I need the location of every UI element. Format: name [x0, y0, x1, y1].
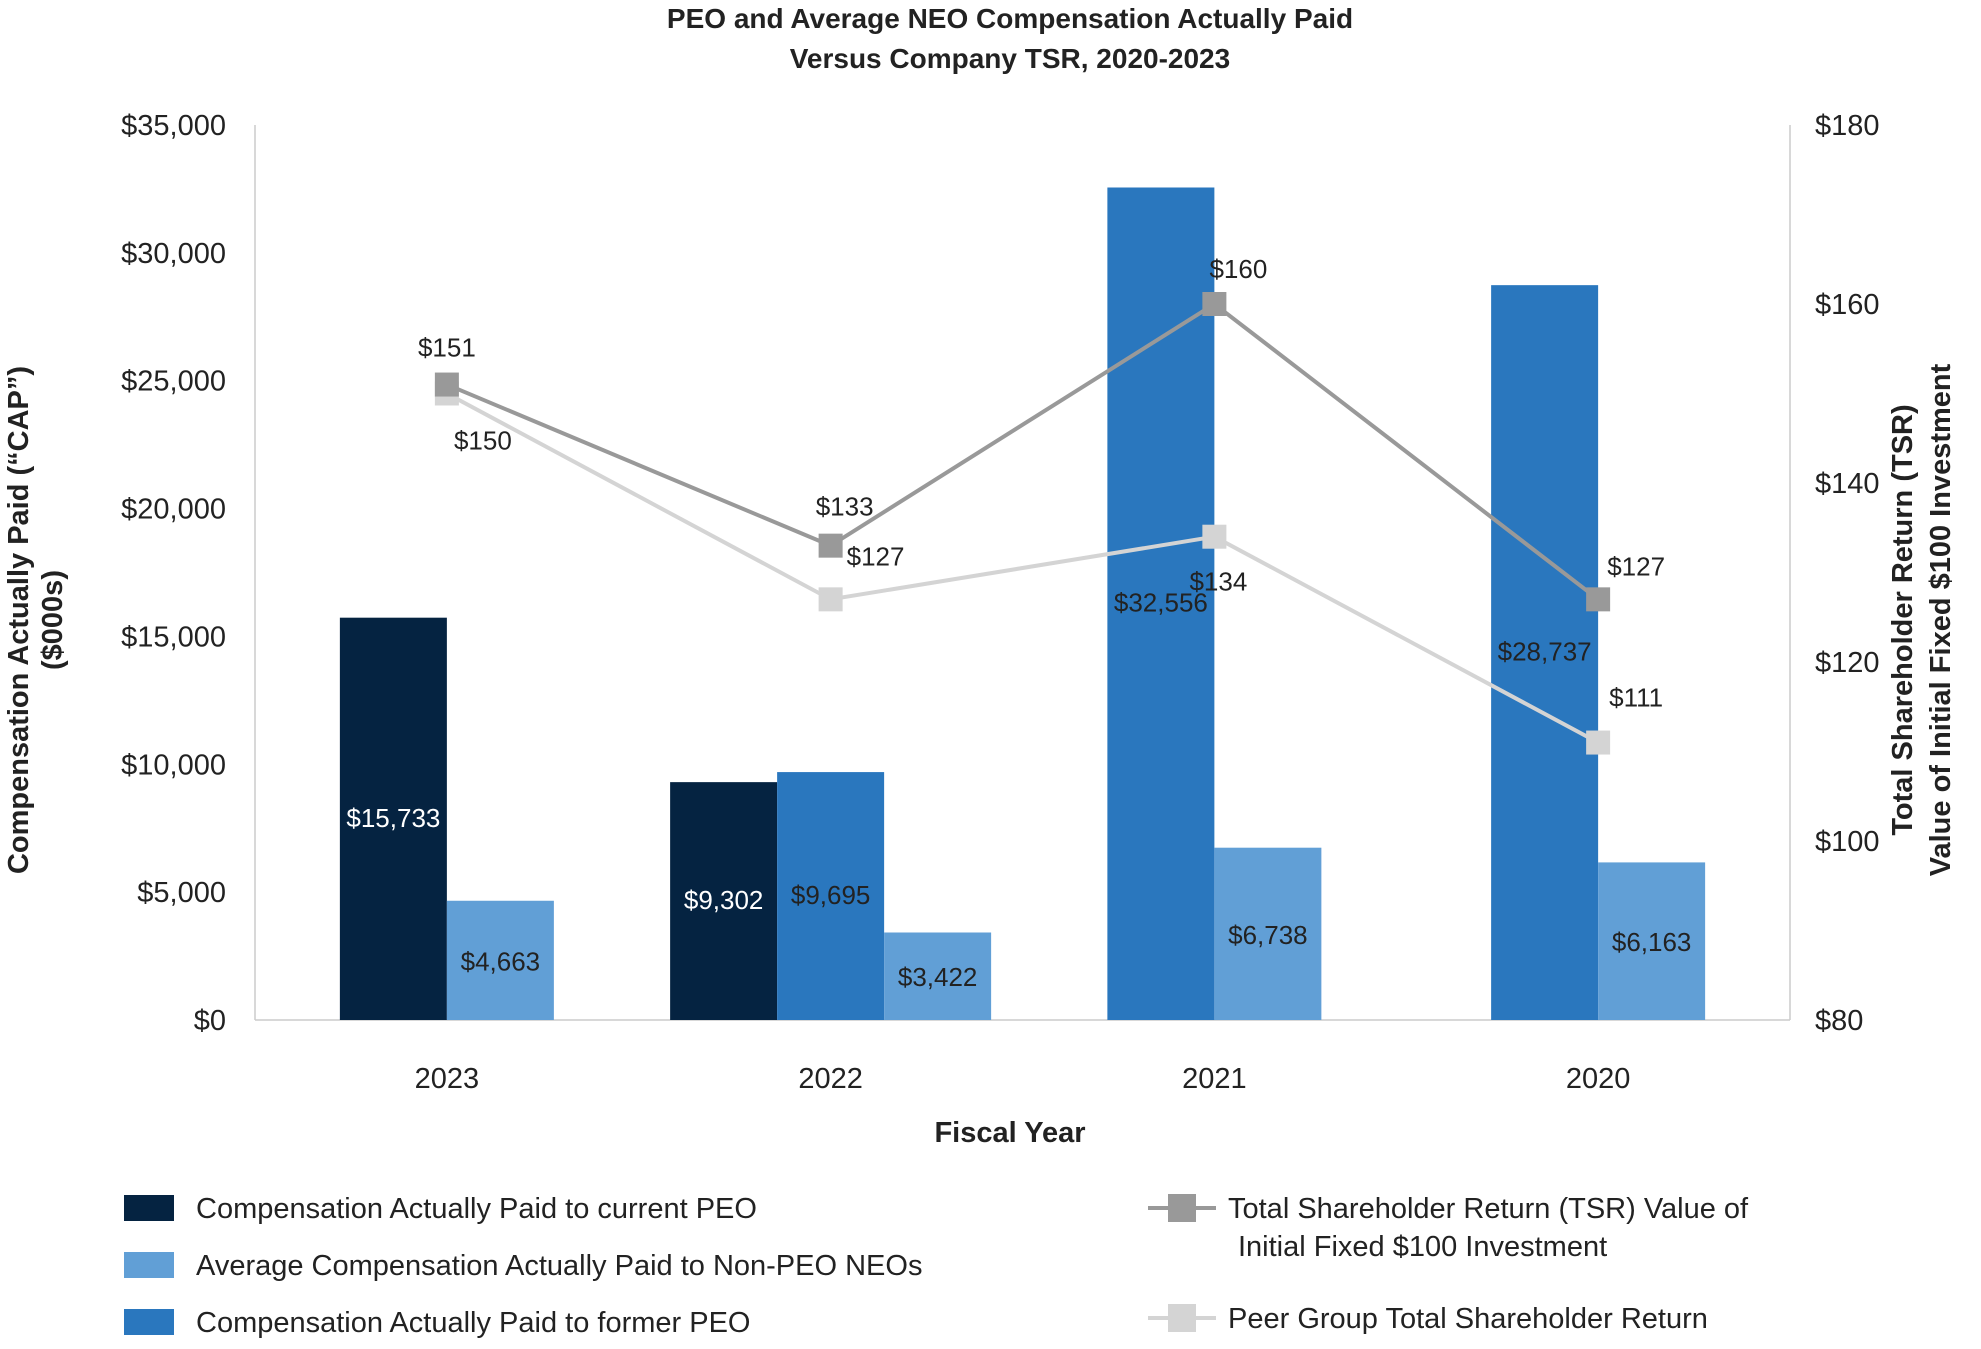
y-left-tick-label: $15,000	[121, 621, 226, 653]
bar-former_peo	[1491, 285, 1599, 1020]
tsr-lines	[434, 292, 1611, 755]
y-axis-left-ticks: $0 $5,000 $10,000 $15,000 $20,000 $25,000 $30,…	[121, 110, 226, 1037]
bar-label-former_peo: $32,556	[1114, 588, 1208, 618]
marker-peer_tsr	[1586, 730, 1611, 755]
x-tick-label: 2022	[798, 1063, 863, 1095]
bar-non_peo_neos	[1598, 862, 1706, 1020]
legend-label: Average Compensation Actually Paid to No…	[196, 1250, 922, 1282]
bar-current_peo	[670, 782, 778, 1020]
line-peer_tsr	[445, 391, 1600, 745]
y-axis-right-label-line-1: Total Shareholder Return (TSR)	[1887, 404, 1919, 835]
bar-label-former_peo: $9,695	[791, 880, 871, 910]
marker-peer_tsr	[818, 587, 843, 612]
marker-tsr	[818, 533, 843, 558]
y-left-tick-label: $20,000	[121, 494, 226, 526]
legend-label: Compensation Actually Paid to current PE…	[196, 1193, 757, 1225]
y-right-tick-label: $180	[1815, 110, 1880, 142]
y-left-tick-label: $25,000	[121, 366, 226, 398]
legend-label: Compensation Actually Paid to former PEO	[196, 1307, 750, 1339]
chart-title-line-2: Versus Company TSR, 2020-2023	[790, 43, 1230, 74]
bar-former_peo	[777, 772, 885, 1020]
y-right-tick-label: $100	[1815, 826, 1880, 858]
y-axis-right-ticks: $80 $100 $120 $140 $160 $180	[1815, 110, 1880, 1037]
y-left-tick-label: $35,000	[121, 110, 226, 142]
point-label-tsr: $127	[1607, 551, 1665, 581]
y-axis-left-label: Compensation Actually Paid (“CAP”) ($000…	[3, 366, 69, 874]
bar-current_peo	[339, 617, 447, 1020]
y-left-tick-label: $0	[194, 1005, 226, 1037]
x-axis-label: Fiscal Year	[934, 1117, 1085, 1149]
y-axis-right-label: Total Shareholder Return (TSR) Value of …	[1887, 363, 1957, 876]
marker-peer_tsr	[1202, 524, 1227, 549]
marker-tsr	[434, 372, 459, 397]
y-right-tick-label: $160	[1815, 289, 1880, 321]
legend-swatch-marker	[1168, 1304, 1196, 1332]
bar-labels: $15,733 $4,663 $9,302 $9,695 $3,422 $32,556 $6…	[346, 588, 1691, 992]
point-labels: $151 $133 $160 $127 $150 $127 $134 $111	[418, 254, 1665, 713]
bar-label-current_peo: $15,733	[346, 803, 440, 833]
point-label-tsr: $160	[1209, 254, 1267, 284]
y-right-tick-label: $140	[1815, 468, 1880, 500]
line-tsr	[446, 301, 1600, 601]
x-tick-label: 2020	[1566, 1063, 1631, 1095]
point-label-peer_tsr: $134	[1189, 567, 1247, 597]
x-tick-label: 2023	[415, 1063, 480, 1095]
legend-label: Peer Group Total Shareholder Return	[1228, 1303, 1708, 1335]
legend-swatch-bar	[124, 1195, 174, 1221]
bar-label-non_peo_neos: $3,422	[898, 962, 978, 992]
bar-label-former_peo: $28,737	[1498, 637, 1592, 667]
legend-swatch-marker	[1168, 1194, 1196, 1222]
x-tick-label: 2021	[1182, 1063, 1247, 1095]
y-left-tick-label: $5,000	[137, 877, 226, 909]
legend-swatch-bar	[124, 1252, 174, 1278]
point-label-tsr: $133	[816, 492, 874, 522]
chart-title-line-1: PEO and Average NEO Compensation Actuall…	[667, 3, 1353, 34]
y-right-tick-label: $120	[1815, 647, 1880, 679]
bar-label-non_peo_neos: $4,663	[461, 946, 541, 976]
marker-tsr	[1202, 292, 1227, 316]
bar-former_peo	[1107, 187, 1215, 1020]
y-right-tick-label: $80	[1815, 1005, 1863, 1037]
y-axis-left-label-line-1: Compensation Actually Paid (“CAP”)	[3, 366, 35, 874]
legend-label: Total Shareholder Return (TSR) Value of	[1228, 1193, 1749, 1225]
legend-label: Initial Fixed $100 Investment	[1238, 1231, 1607, 1263]
point-label-tsr: $151	[418, 333, 476, 363]
point-label-peer_tsr: $150	[454, 426, 512, 456]
bars	[339, 187, 1706, 1020]
point-label-peer_tsr: $111	[1609, 683, 1663, 713]
y-left-tick-label: $10,000	[121, 749, 226, 781]
y-axis-left-label-line-2: ($000s)	[37, 570, 69, 670]
y-left-tick-label: $30,000	[121, 238, 226, 270]
bar-non_peo_neos	[446, 900, 554, 1020]
marker-tsr	[1586, 587, 1611, 612]
legend: Compensation Actually Paid to current PE…	[124, 1193, 1749, 1339]
bar-label-non_peo_neos: $6,163	[1612, 927, 1692, 957]
x-axis-ticks: 2023 2022 2021 2020	[415, 1063, 1631, 1095]
bar-non_peo_neos	[1214, 847, 1322, 1020]
bar-label-current_peo: $9,302	[684, 885, 764, 915]
y-axis-right-label-line-2: Value of Initial Fixed $100 Investment	[1925, 363, 1957, 876]
legend-swatch-bar	[124, 1309, 174, 1335]
bar-label-non_peo_neos: $6,738	[1228, 920, 1308, 950]
bar-non_peo_neos	[884, 932, 992, 1020]
point-label-peer_tsr: $127	[847, 541, 905, 571]
